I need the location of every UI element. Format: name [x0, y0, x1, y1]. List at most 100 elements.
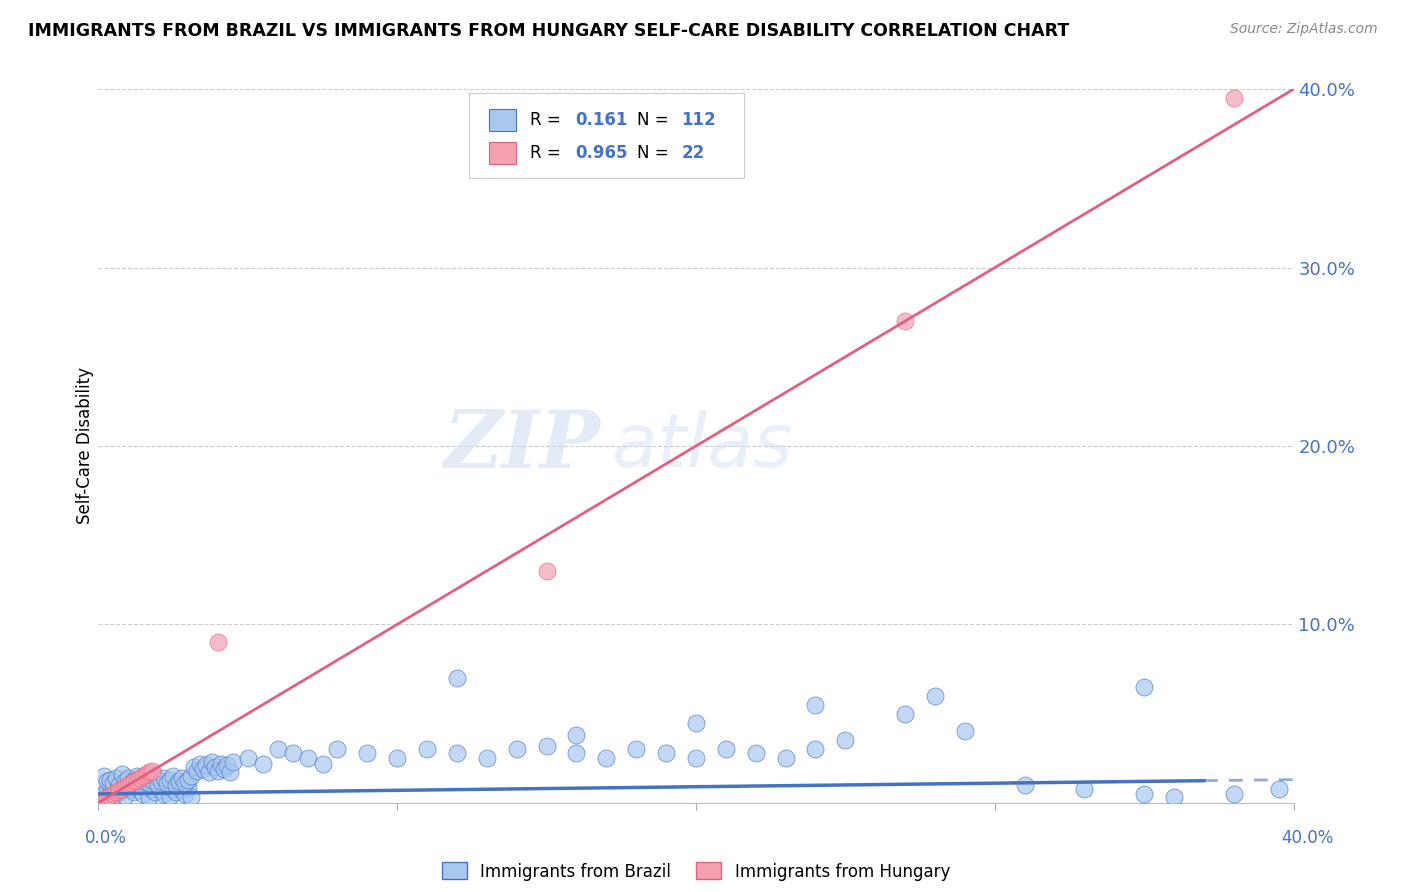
- Point: [148, 778, 170, 792]
- Point: [1267, 781, 1289, 796]
- Point: [894, 314, 917, 328]
- Text: 0.0%: 0.0%: [84, 830, 127, 847]
- Point: [209, 756, 232, 771]
- Point: [105, 785, 128, 799]
- Point: [96, 774, 118, 789]
- Point: [172, 771, 194, 785]
- Point: [148, 778, 170, 792]
- Point: [1014, 778, 1036, 792]
- Point: [212, 762, 235, 776]
- Point: [96, 781, 118, 796]
- Point: [219, 765, 242, 780]
- Point: [180, 769, 202, 783]
- Text: ZIP: ZIP: [443, 408, 600, 484]
- Point: [108, 783, 131, 797]
- Point: [103, 790, 125, 805]
- Point: [714, 742, 737, 756]
- Point: [103, 787, 125, 801]
- Point: [565, 746, 588, 760]
- Text: 22: 22: [682, 144, 704, 161]
- Point: [127, 772, 149, 787]
- Point: [117, 778, 139, 792]
- Point: [201, 755, 224, 769]
- Point: [138, 790, 160, 805]
- Y-axis label: Self-Care Disability: Self-Care Disability: [76, 368, 94, 524]
- Point: [1223, 91, 1246, 105]
- Point: [446, 671, 468, 685]
- FancyBboxPatch shape: [489, 142, 516, 163]
- Text: N =: N =: [637, 111, 675, 128]
- Point: [191, 762, 214, 776]
- Point: [536, 564, 558, 578]
- Point: [565, 728, 588, 742]
- Point: [894, 706, 917, 721]
- Point: [100, 778, 122, 792]
- Point: [165, 785, 187, 799]
- Point: [834, 733, 856, 747]
- Point: [120, 781, 142, 796]
- Point: [1223, 787, 1246, 801]
- Point: [124, 774, 146, 789]
- Point: [172, 783, 194, 797]
- Point: [141, 764, 163, 778]
- Point: [105, 783, 128, 797]
- Legend: Immigrants from Brazil, Immigrants from Hungary: Immigrants from Brazil, Immigrants from …: [436, 855, 956, 888]
- Point: [150, 774, 173, 789]
- Point: [595, 751, 617, 765]
- Point: [174, 776, 197, 790]
- Point: [93, 792, 115, 806]
- Point: [96, 790, 118, 805]
- Point: [129, 778, 152, 792]
- Point: [186, 764, 208, 778]
- Point: [188, 756, 211, 771]
- Point: [162, 769, 184, 783]
- Point: [153, 787, 176, 801]
- Text: R =: R =: [530, 144, 565, 161]
- Text: 40.0%: 40.0%: [1281, 830, 1334, 847]
- Point: [536, 739, 558, 753]
- Point: [138, 765, 160, 780]
- Point: [127, 778, 149, 792]
- Point: [132, 769, 155, 783]
- Point: [180, 790, 202, 805]
- Point: [135, 767, 157, 781]
- Text: IMMIGRANTS FROM BRAZIL VS IMMIGRANTS FROM HUNGARY SELF-CARE DISABILITY CORRELATI: IMMIGRANTS FROM BRAZIL VS IMMIGRANTS FRO…: [28, 22, 1070, 40]
- Point: [103, 776, 125, 790]
- Point: [167, 774, 190, 789]
- Point: [685, 715, 707, 730]
- Point: [385, 751, 409, 765]
- Point: [124, 772, 146, 787]
- Point: [222, 755, 245, 769]
- Point: [804, 742, 827, 756]
- Point: [775, 751, 797, 765]
- FancyBboxPatch shape: [470, 93, 744, 178]
- Point: [204, 760, 226, 774]
- Point: [177, 772, 200, 787]
- Text: N =: N =: [637, 144, 675, 161]
- Point: [114, 774, 136, 789]
- Point: [127, 769, 149, 783]
- Point: [207, 764, 229, 778]
- Point: [183, 760, 205, 774]
- Point: [138, 776, 160, 790]
- Point: [745, 746, 768, 760]
- Point: [135, 771, 157, 785]
- Point: [114, 780, 136, 794]
- Point: [416, 742, 439, 756]
- Point: [311, 756, 333, 771]
- Point: [141, 781, 163, 796]
- Point: [159, 772, 181, 787]
- Point: [143, 769, 166, 783]
- Point: [1163, 790, 1185, 805]
- Point: [215, 758, 238, 772]
- Point: [162, 781, 184, 796]
- Point: [198, 765, 221, 780]
- Point: [297, 751, 319, 765]
- Point: [475, 751, 498, 765]
- Point: [111, 781, 134, 796]
- Point: [141, 772, 163, 787]
- Point: [804, 698, 827, 712]
- Text: 0.965: 0.965: [575, 144, 627, 161]
- Text: 112: 112: [682, 111, 716, 128]
- Point: [446, 746, 468, 760]
